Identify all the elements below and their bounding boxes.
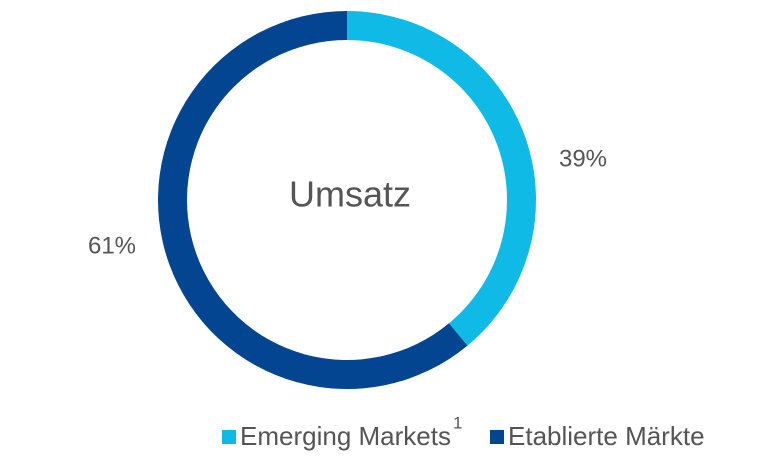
legend-swatch	[222, 430, 236, 444]
data-label: 39%	[559, 145, 607, 172]
donut-segment	[347, 11, 536, 346]
legend-footnote: 1	[453, 413, 462, 432]
center-text: Umsatz	[289, 174, 411, 215]
data-label: 61%	[88, 232, 136, 259]
legend-label: Emerging Markets	[240, 421, 451, 451]
donut-segment	[157, 11, 468, 389]
legend-label: Etablierte Märkte	[508, 421, 705, 451]
legend-swatch	[490, 430, 504, 444]
